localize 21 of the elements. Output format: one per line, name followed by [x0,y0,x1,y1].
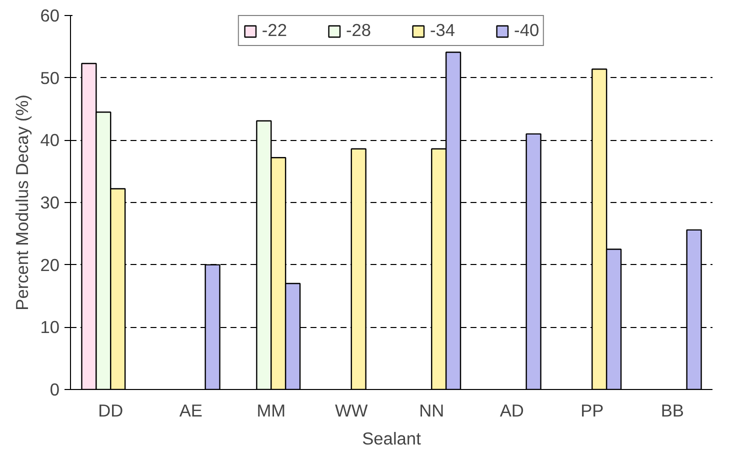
y-tick-label: 40 [40,130,60,150]
legend-label: -40 [514,20,540,41]
y-tick-label: 30 [40,192,60,212]
x-tick-label: BB [660,400,684,420]
x-tick-label: AE [179,400,202,420]
y-tick-label: 10 [40,317,60,338]
x-tick-label: MM [256,400,286,420]
x-tick-label: PP [580,400,604,420]
x-tick-label: DD [98,400,124,420]
x-tick-label: WW [335,400,368,420]
legend-label: -28 [346,20,371,41]
x-axis-title: Sealant [362,428,422,448]
y-tick-label: 20 [40,254,60,275]
y-tick-label: 50 [40,68,60,88]
y-axis-title: Percent Modulus Decay (%) [12,94,32,310]
y-tick-label: 0 [50,380,60,400]
legend-label: -22 [262,20,287,41]
x-tick-label: AD [500,400,524,420]
legend-label: -34 [430,20,456,41]
x-tick-label: NN [419,400,444,420]
y-tick-label: 60 [40,6,60,26]
